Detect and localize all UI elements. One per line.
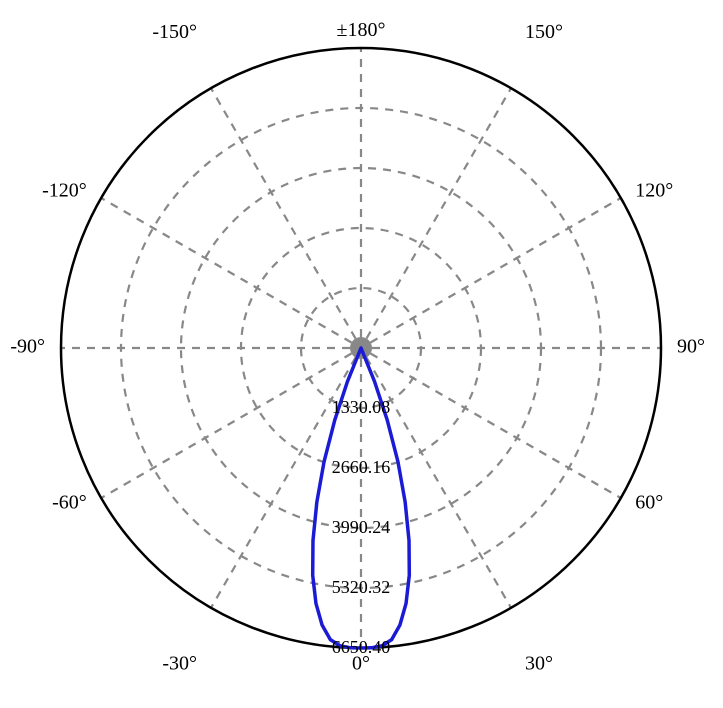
angle-label: 60° bbox=[635, 492, 663, 514]
angle-label: 150° bbox=[525, 21, 563, 43]
radial-tick-label: 3990.24 bbox=[332, 517, 391, 537]
radial-tick-label: 1330.08 bbox=[332, 397, 391, 417]
radial-tick-label: 5320.32 bbox=[332, 577, 391, 597]
angle-label: 0° bbox=[352, 653, 370, 675]
angle-label: 30° bbox=[525, 653, 553, 675]
angle-label: -60° bbox=[52, 492, 87, 514]
polar-chart: 1330.082660.163990.245320.326650.40±180°… bbox=[0, 0, 723, 708]
angle-label: 120° bbox=[635, 180, 673, 202]
angle-label: -120° bbox=[42, 180, 87, 202]
angle-label: -90° bbox=[10, 336, 45, 358]
angle-label-top: ±180° bbox=[337, 19, 386, 41]
angle-label: -30° bbox=[162, 653, 197, 675]
angle-label: 90° bbox=[677, 336, 705, 358]
radial-tick-label: 2660.16 bbox=[332, 457, 391, 477]
angle-label: -150° bbox=[152, 21, 197, 43]
